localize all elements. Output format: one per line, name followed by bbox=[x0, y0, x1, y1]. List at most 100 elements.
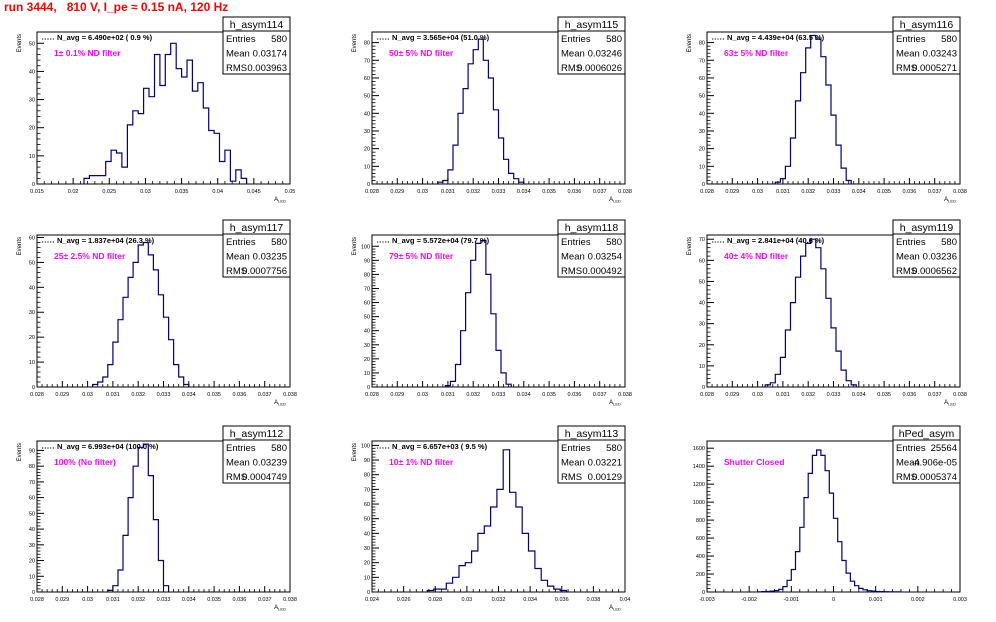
y-tick-label: 20 bbox=[699, 147, 705, 153]
x-tick-label: -0.003 bbox=[699, 597, 715, 603]
stats-title: h_asym113 bbox=[565, 428, 619, 440]
stats-value-entries: 580 bbox=[271, 443, 287, 454]
filter-label: 63± 5% ND filter bbox=[724, 48, 789, 58]
stats-value-rms: 0.0005374 bbox=[912, 472, 957, 483]
x-tick-label: 0.024 bbox=[365, 597, 379, 603]
stats-key-mean: Mean bbox=[896, 49, 920, 60]
stats-value-mean: 0.03254 bbox=[588, 252, 622, 263]
y-tick-label: 70 bbox=[364, 286, 370, 292]
x-tick-label: 0.034 bbox=[517, 392, 531, 398]
x-tick-label: 0.031 bbox=[106, 392, 120, 398]
stats-box-frame bbox=[892, 425, 961, 484]
stats-title: hPed_asym bbox=[899, 428, 955, 440]
x-tick-label: 0.029 bbox=[725, 392, 739, 398]
stats-title: h_asym117 bbox=[230, 222, 284, 234]
y-tick-label: 10 bbox=[364, 164, 370, 170]
x-tick-label: 0.03 bbox=[417, 189, 428, 195]
stats-box: h_asym112 Entries 580 Mean 0.03239 RMS0.00047… bbox=[222, 425, 291, 484]
x-tick-label: 0.03 bbox=[417, 392, 428, 398]
filter-label: 79± 5% ND filter bbox=[389, 251, 454, 261]
y-tick-label: 100 bbox=[361, 443, 370, 449]
y-tick-label: 30 bbox=[364, 546, 370, 552]
histogram-panel-h_asym117: 0.028 0.029 0.03 0.031 0.032 0.033 0.034 0.035 0… bbox=[17, 219, 297, 407]
histogram-line bbox=[426, 449, 568, 592]
stats-key-entries: Entries bbox=[226, 443, 256, 454]
x-tick-label: 0.05 bbox=[285, 189, 296, 195]
y-tick-label: 50 bbox=[699, 94, 705, 100]
x-tick-label: 0.034 bbox=[517, 189, 531, 195]
y-tick-label: 0 bbox=[32, 590, 35, 596]
stats-value-entries: 580 bbox=[606, 237, 622, 248]
stats-value-mean: 0.03174 bbox=[253, 49, 287, 60]
y-tick-label: 50 bbox=[699, 279, 705, 285]
stats-box: h_asym118 Entries 580 Mean 0.03254 RMS 0.00049… bbox=[557, 219, 626, 278]
y-tick-label: 30 bbox=[364, 129, 370, 135]
y-tick-label: 0 bbox=[702, 182, 705, 188]
stats-value-rms: 0.0007756 bbox=[242, 266, 287, 277]
y-tick-label: 10 bbox=[29, 154, 35, 160]
y-tick-label: 0 bbox=[32, 182, 35, 188]
stats-box: h_asym115 Entries 580 Mean 0.03246 RMS0.00060… bbox=[557, 16, 626, 75]
y-tick-label: 80 bbox=[364, 272, 370, 278]
x-tick-label: 0.034 bbox=[852, 189, 866, 195]
y-tick-label: 0 bbox=[702, 590, 705, 596]
x-tick-label: 0.036 bbox=[903, 392, 917, 398]
x-tick-label: 0.036 bbox=[568, 189, 582, 195]
stats-key-mean: Mean bbox=[561, 49, 585, 60]
x-tick-label: 0.035 bbox=[542, 189, 556, 195]
y-tick-label: 20 bbox=[29, 126, 35, 132]
y-axis-title: Events bbox=[352, 34, 358, 52]
x-axis-title: ALED bbox=[274, 400, 286, 407]
x-tick-label: 0.035 bbox=[207, 597, 221, 603]
y-tick-label: 60 bbox=[29, 496, 35, 502]
x-tick-label: 0.03 bbox=[752, 189, 763, 195]
y-tick-label: 40 bbox=[699, 301, 705, 307]
y-tick-label: 70 bbox=[699, 58, 705, 64]
y-tick-label: 600 bbox=[696, 536, 705, 542]
stats-title: h_asym118 bbox=[565, 222, 619, 234]
filter-label: 50± 5% ND filter bbox=[389, 48, 454, 58]
x-tick-label: 0.038 bbox=[953, 392, 967, 398]
histogram-panel-hPed_asym: -0.003 -0.002 -0.001 0 0.001 0.002 0.003 0 200 40… bbox=[693, 425, 967, 603]
x-tick-label: 0.028 bbox=[700, 392, 714, 398]
stats-value-entries: 25564 bbox=[931, 443, 957, 454]
x-tick-label: 0.015 bbox=[30, 189, 44, 195]
x-tick-label: 0.03 bbox=[462, 597, 473, 603]
histogram-panel-h_asym113: 0.024 0.026 0.028 0.03 0.032 0.034 0.036 0.038 0… bbox=[352, 425, 630, 612]
filter-label: 40± 4% ND filter bbox=[724, 251, 789, 261]
stats-box: h_asym116 Entries 580 Mean 0.03243 RMS0.00052… bbox=[892, 16, 961, 75]
x-tick-label: 0.034 bbox=[182, 392, 196, 398]
x-tick-label: 0.033 bbox=[492, 189, 506, 195]
x-tick-label: 0.032 bbox=[801, 189, 815, 195]
stats-key-entries: Entries bbox=[561, 443, 591, 454]
run-title: run 3444, 810 V, I_pe ≈ 0.15 nA, 120 Hz bbox=[4, 0, 229, 14]
stats-key-rms: RMS bbox=[896, 63, 917, 74]
x-axis-title: ALED bbox=[609, 197, 621, 204]
histogram-panel-h_asym118: 0.028 0.029 0.03 0.031 0.032 0.033 0.034 0.035 0… bbox=[352, 219, 632, 407]
y-tick-label: 30 bbox=[699, 129, 705, 135]
stats-key-rms: RMS bbox=[561, 63, 582, 74]
stats-key-entries: Entries bbox=[561, 34, 591, 45]
x-tick-label: 0.033 bbox=[827, 392, 841, 398]
y-tick-label: 60 bbox=[364, 76, 370, 82]
histogram-panel-h_asym114: 0.015 0.02 0.025 0.03 0.035 0.04 0.045 0.05 0 10 2… bbox=[17, 16, 296, 204]
x-tick-label: 0.034 bbox=[523, 597, 537, 603]
x-tick-label: 0.037 bbox=[928, 189, 942, 195]
y-tick-label: 90 bbox=[364, 458, 370, 464]
x-tick-label: 0.031 bbox=[776, 392, 790, 398]
n-avg-label: N_avg = 3.565e+04 (51.0 %) bbox=[392, 33, 490, 42]
stats-value-entries: 580 bbox=[941, 34, 957, 45]
x-tick-label: 0.028 bbox=[30, 597, 44, 603]
x-axis-title: ALED bbox=[944, 197, 956, 204]
stats-key-mean: Mean bbox=[896, 252, 920, 263]
x-tick-label: 0.036 bbox=[233, 597, 247, 603]
x-tick-label: 0.038 bbox=[618, 392, 632, 398]
stats-key-entries: Entries bbox=[226, 34, 256, 45]
stats-key-mean: Mean bbox=[896, 458, 920, 469]
histogram-panel-h_asym119: 0.028 0.029 0.03 0.031 0.032 0.033 0.034 0.035 0… bbox=[687, 219, 967, 407]
y-tick-label: 10 bbox=[29, 360, 35, 366]
x-tick-label: 0.003 bbox=[953, 597, 967, 603]
x-tick-label: 0.029 bbox=[55, 392, 69, 398]
filter-label: 10± 1% ND filter bbox=[389, 457, 454, 467]
y-tick-label: 30 bbox=[29, 310, 35, 316]
